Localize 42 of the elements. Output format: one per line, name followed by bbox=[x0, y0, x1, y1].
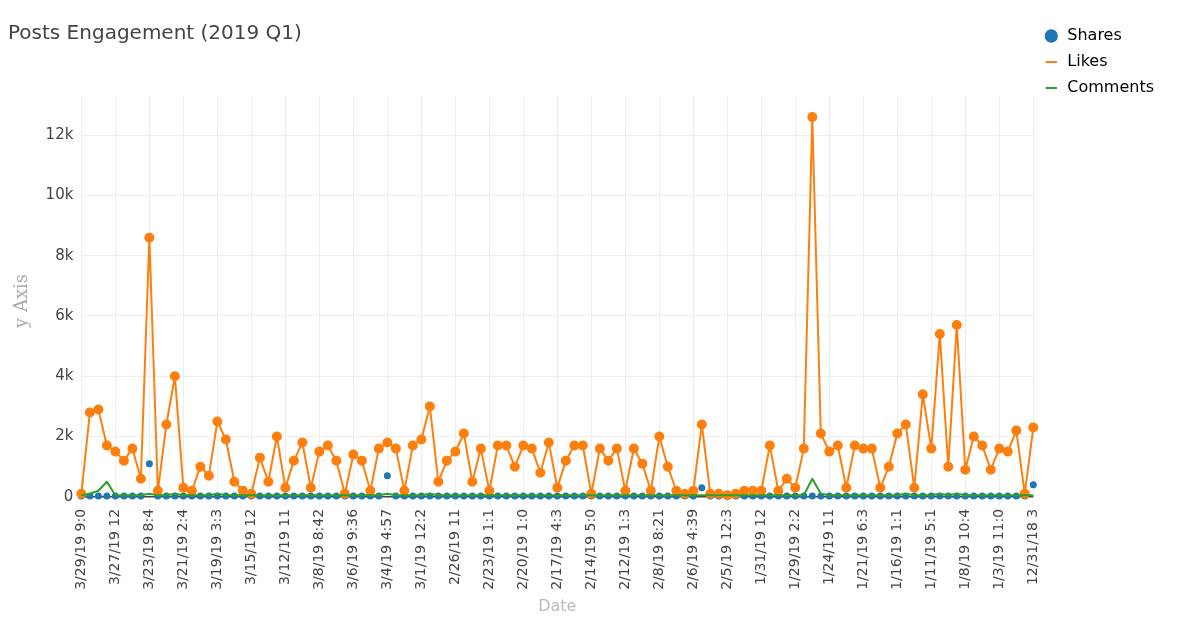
x-tick-label: 2/26/19 11 bbox=[445, 508, 462, 586]
x-tick-label: 3/4/19 4:57 bbox=[377, 508, 394, 590]
x-tick-label: 12/31/18 3 bbox=[1023, 508, 1040, 586]
y-tick-label: 8k bbox=[55, 245, 74, 264]
chart-title: Posts Engagement (2019 Q1) bbox=[8, 20, 302, 45]
x-tick-label: 3/12/19 11 bbox=[275, 508, 292, 586]
x-tick-label: 3/27/19 12 bbox=[106, 508, 123, 586]
x-tick-label: 2/14/19 5:0 bbox=[581, 508, 598, 590]
x-tick-label: 2/8/19 8:21 bbox=[649, 508, 666, 590]
x-tick-label: 3/1/19 12:2 bbox=[411, 508, 428, 590]
x-axis-title: Date bbox=[538, 595, 577, 615]
x-tick-label: 3/8/19 8:42 bbox=[309, 508, 326, 590]
x-tick-label: 1/24/19 11 bbox=[819, 508, 836, 586]
y-tick-label: 2k bbox=[55, 426, 74, 445]
x-tick-label: 3/15/19 12 bbox=[242, 508, 258, 586]
y-tick-label: 12k bbox=[45, 125, 74, 144]
x-tick-label: 3/23/19 8:4 bbox=[140, 508, 157, 590]
x-tick-label: 2/6/19 4:39 bbox=[683, 508, 700, 590]
x-tick-label: 3/6/19 9:36 bbox=[343, 508, 360, 590]
x-tick-label: 1/21/19 6:3 bbox=[853, 508, 870, 590]
y-tick-label: 4k bbox=[55, 366, 74, 385]
legend-label: Comments bbox=[1067, 77, 1155, 97]
y-tick-label: 10k bbox=[45, 185, 74, 204]
legend-label: Likes bbox=[1067, 51, 1108, 71]
legend-label: Shares bbox=[1067, 25, 1122, 45]
y-tick-label: 0 bbox=[63, 486, 74, 505]
x-tick-label: 1/29/19 2:2 bbox=[785, 508, 802, 590]
x-tick-label: 3/19/19 3:3 bbox=[208, 508, 224, 590]
x-tick-label: 2/20/19 1:0 bbox=[513, 508, 530, 590]
x-tick-label: 1/31/19 12 bbox=[751, 508, 768, 586]
x-tick-label: 2/5/19 12:3 bbox=[717, 508, 734, 590]
x-tick-label: 3/21/19 2:4 bbox=[174, 508, 190, 590]
x-tick-label: 1/16/19 1:1 bbox=[887, 508, 904, 590]
x-tick-label: 1/11/19 5:1 bbox=[921, 508, 938, 590]
x-tick-label: 1/3/19 11:0 bbox=[989, 508, 1006, 590]
y-tick-label: 6k bbox=[55, 305, 74, 324]
x-tick-label: 1/8/19 10:4 bbox=[955, 508, 972, 590]
x-tick-label: 2/12/19 1:3 bbox=[615, 508, 632, 590]
y-axis-title: y Axis bbox=[10, 273, 32, 329]
x-tick-label: 2/23/19 1:1 bbox=[479, 508, 496, 590]
x-tick-label: 3/29/19 9:0 bbox=[72, 508, 89, 590]
x-tick-label: 2/17/19 4:3 bbox=[547, 508, 564, 590]
